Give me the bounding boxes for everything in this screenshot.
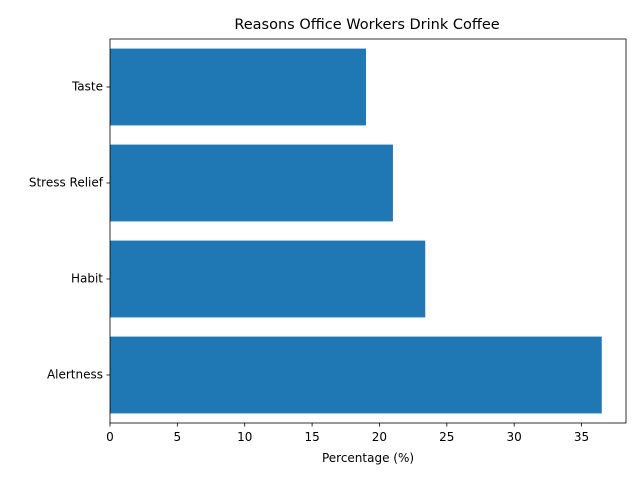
x-axis-ticks: 0 5 10 15 20 25 30 35: [106, 423, 589, 444]
bar-stress-relief: [110, 144, 393, 222]
y-tick-label: Alertness: [47, 368, 103, 382]
y-axis-ticks: Alertness Habit Stress Relief Taste: [29, 80, 110, 382]
x-tick-label: 25: [439, 430, 454, 444]
x-axis-label: Percentage (%): [322, 451, 414, 465]
y-tick-label: Stress Relief: [29, 176, 104, 190]
y-tick-label: Habit: [71, 272, 103, 286]
bar-habit: [110, 240, 426, 318]
y-tick-label: Taste: [71, 80, 103, 94]
bar-taste: [110, 48, 366, 126]
x-tick-label: 35: [574, 430, 589, 444]
plot-frame: [109, 38, 627, 424]
bars-group: [110, 48, 602, 414]
x-tick-label: 5: [174, 430, 182, 444]
x-tick-label: 0: [106, 430, 114, 444]
chart-title: Reasons Office Workers Drink Coffee: [234, 17, 499, 33]
x-tick-label: 15: [304, 430, 319, 444]
x-tick-label: 10: [237, 430, 252, 444]
x-tick-label: 30: [507, 430, 522, 444]
x-tick-label: 20: [372, 430, 387, 444]
bar-alertness: [110, 336, 602, 414]
